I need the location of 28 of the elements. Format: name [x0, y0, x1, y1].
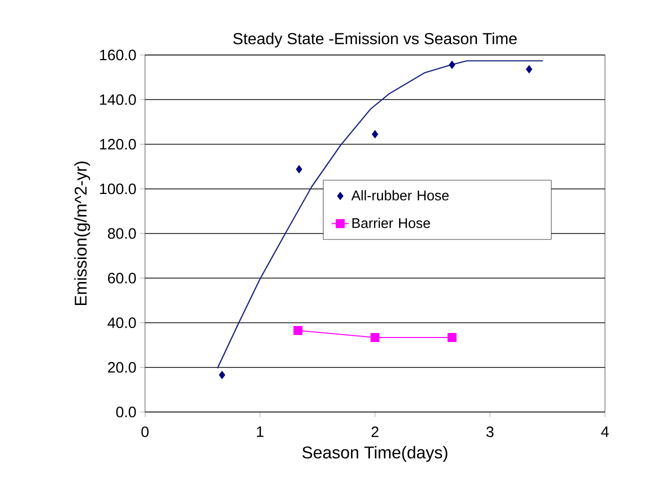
y-tick-label: 160.0 [100, 50, 136, 60]
y-tick-label: 140.0 [100, 94, 136, 105]
point [218, 370, 226, 380]
y-tick-label: 0.0 [116, 406, 136, 418]
point [372, 130, 378, 138]
y-tick-label: 60.0 [108, 272, 136, 284]
y-tick-label: 120.0 [100, 138, 136, 150]
x-tick-label: 4 [601, 426, 609, 437]
line-series [216, 60, 544, 369]
point [296, 165, 302, 174]
point [526, 65, 532, 74]
chart-title: Steady State -Emission vs Season Time [233, 32, 517, 48]
point [448, 332, 457, 342]
y-tick-label: 80.0 [108, 228, 136, 239]
y-tick-label: 20.0 [108, 362, 136, 373]
point [448, 60, 456, 70]
x-tick-label: 2 [372, 426, 378, 437]
legend-label: Barrier Hose [352, 218, 430, 228]
y-axis-title: Emission(g/m^2-yr) [74, 162, 90, 306]
x-tick-label: 0 [141, 426, 149, 438]
y-tick-label: 100.0 [100, 184, 136, 194]
point [370, 332, 380, 342]
y-tick-label: 40.0 [108, 317, 136, 328]
legend-label: All-rubber Hose [351, 190, 449, 200]
point [293, 326, 302, 336]
x-axis-title: Season Time(days) [302, 446, 448, 462]
x-tick-label: 1 [256, 426, 264, 437]
x-tick-label: 3 [486, 426, 494, 438]
